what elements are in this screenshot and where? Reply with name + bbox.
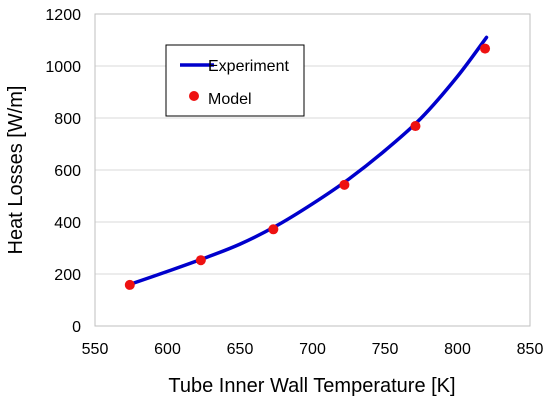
y-tick-label: 400	[54, 215, 81, 232]
data-point-model	[124, 279, 135, 290]
x-tick-labels: 550 600 650 700 750 800 850	[82, 341, 544, 358]
y-tick-label: 1200	[45, 7, 81, 24]
data-point-model	[195, 255, 206, 266]
legend-box	[165, 44, 305, 117]
x-tick-label: 550	[82, 341, 109, 358]
data-point-model	[339, 179, 350, 190]
x-tick-label: 600	[154, 341, 181, 358]
y-axis-title: Heat Losses [W/m]	[5, 86, 27, 255]
x-tick-label: 800	[444, 341, 471, 358]
data-point-model	[480, 43, 491, 54]
legend-swatch-model	[189, 91, 199, 101]
legend-label-model: Model	[208, 91, 252, 108]
series-line-experiment	[128, 35, 489, 287]
plot-area	[94, 13, 531, 327]
x-axis-title: Tube Inner Wall Temperature [K]	[168, 375, 455, 397]
grid-lines	[95, 13, 530, 327]
x-tick-label: 700	[299, 341, 326, 358]
legend-label-experiment: Experiment	[208, 58, 289, 75]
y-tick-label: 0	[72, 319, 81, 336]
x-tick-label: 750	[372, 341, 399, 358]
y-tick-labels: 0 200 400 600 800 1000 1200	[45, 7, 81, 336]
x-tick-label: 850	[517, 341, 544, 358]
legend: Experiment Model	[165, 44, 305, 117]
y-tick-label: 200	[54, 267, 81, 284]
y-tick-label: 600	[54, 163, 81, 180]
y-tick-label: 1000	[45, 59, 81, 76]
x-tick-label: 650	[227, 341, 254, 358]
series	[124, 35, 491, 290]
data-point-model	[268, 224, 279, 235]
y-tick-label: 800	[54, 111, 81, 128]
data-point-model	[410, 121, 421, 132]
